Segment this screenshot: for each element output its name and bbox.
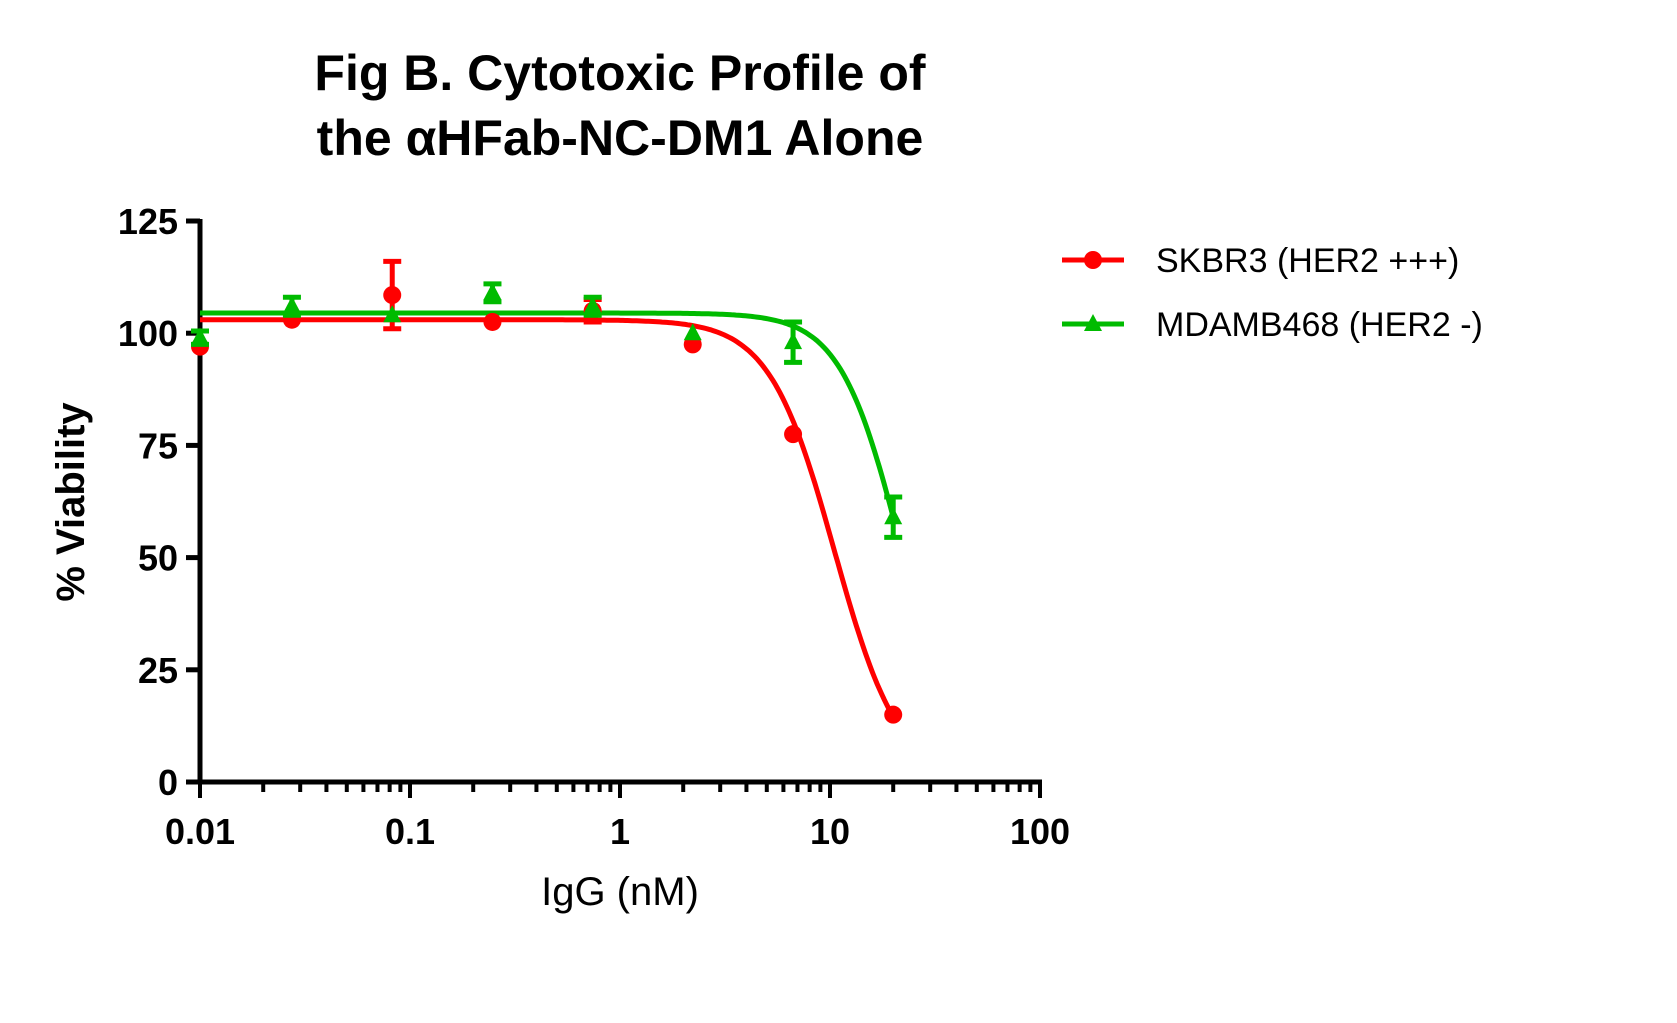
x-tick-label: 100 — [1010, 811, 1070, 852]
y-tick-label: 75 — [138, 425, 178, 466]
x-tick-label: 1 — [610, 811, 630, 852]
y-tick-label: 125 — [118, 201, 178, 242]
data-point — [483, 282, 502, 300]
y-axis-label: % Viability — [49, 402, 93, 602]
legend-label: MDAMB468 (HER2 -) — [1156, 306, 1483, 344]
data-point — [683, 323, 702, 341]
data-points — [191, 258, 903, 724]
y-tick-label: 0 — [158, 762, 178, 803]
y-tick-label: 50 — [138, 538, 178, 579]
y-tick-label: 100 — [118, 313, 178, 354]
data-point — [191, 327, 209, 345]
x-tick-label: 0.1 — [385, 811, 435, 852]
fit-curves — [200, 310, 896, 718]
data-point — [383, 286, 402, 305]
x-tick-label: 0.01 — [165, 811, 235, 852]
x-tick-label: 10 — [810, 811, 850, 852]
chart-title-line1: Fig B. Cytotoxic Profile of — [314, 45, 925, 101]
data-point — [282, 296, 301, 314]
legend: SKBR3 (HER2 +++) MDAMB468 (HER2 -) — [1062, 242, 1483, 344]
data-point — [483, 312, 502, 331]
data-point — [784, 332, 803, 350]
legend-label: SKBR3 (HER2 +++) — [1156, 242, 1459, 280]
y-tick-label: 25 — [138, 650, 178, 691]
data-point — [583, 296, 602, 314]
data-point — [884, 705, 903, 724]
legend-marker — [1084, 251, 1102, 269]
x-axis-label: IgG (nM) — [541, 870, 699, 914]
fit-curve-mdamb468 — [200, 310, 896, 519]
legend-marker — [1084, 314, 1102, 331]
fit-curve-skbr3 — [200, 317, 896, 718]
data-point — [383, 305, 402, 323]
axes: 0 25 50 75 100 125 0.01 0.1 1 10 100 — [118, 201, 1070, 852]
data-point — [884, 507, 903, 525]
chart-title-line2: the αHFab-NC-DM1 Alone — [317, 110, 924, 166]
data-point — [784, 425, 803, 444]
